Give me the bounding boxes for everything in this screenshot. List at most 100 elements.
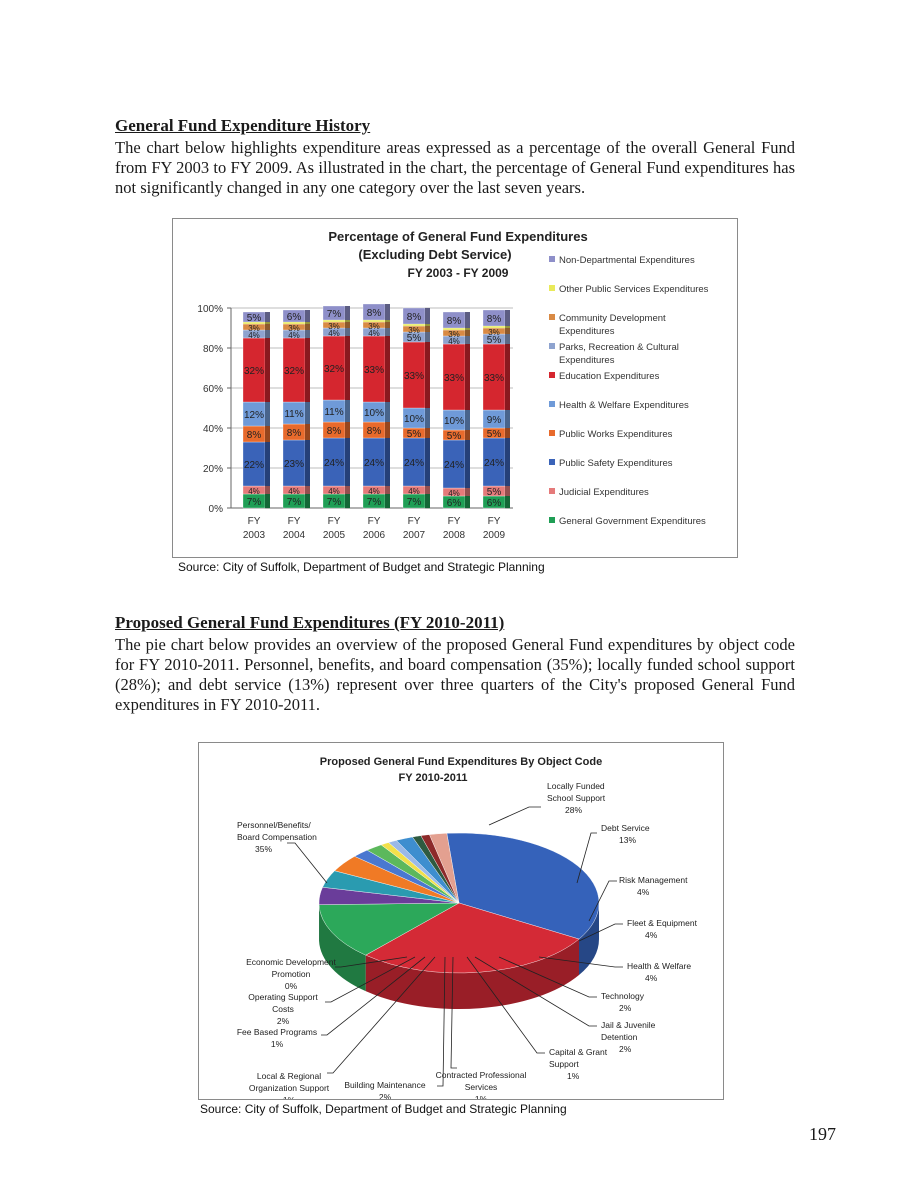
pie-slice-label: Board Compensation xyxy=(237,832,317,842)
pie-slice-label: Debt Service xyxy=(601,823,650,833)
bar-data-label: 33% xyxy=(404,371,424,382)
y-tick-label: 40% xyxy=(203,424,223,435)
bar-segment-side xyxy=(305,324,310,330)
bar-data-label: 32% xyxy=(244,366,264,377)
bar-segment xyxy=(442,327,466,331)
pie-slice-label: Operating Support xyxy=(248,992,318,1002)
legend-swatch xyxy=(549,488,555,494)
legend-swatch xyxy=(549,256,555,262)
bar-segment xyxy=(402,323,426,327)
bar-data-label: 7% xyxy=(367,497,382,508)
pie-slice-label: Costs xyxy=(272,1004,294,1014)
bar-segment-side xyxy=(265,322,270,324)
bar-segment-side xyxy=(465,496,470,508)
pie-leader-line xyxy=(474,956,597,1027)
pie-leader-line xyxy=(578,923,623,942)
bar-segment-side xyxy=(385,304,390,320)
bar-segment-side xyxy=(505,410,510,428)
pie-slice xyxy=(446,832,600,940)
bar-segment-side xyxy=(265,494,270,508)
bar-data-label: 4% xyxy=(448,337,460,346)
legend-label: Education Expenditures xyxy=(559,371,660,382)
bar-segment-side xyxy=(345,328,350,336)
bar-segment-side xyxy=(425,342,430,408)
bar-segment-side xyxy=(265,486,270,494)
bar-data-label: 7% xyxy=(247,497,262,508)
bar-segment-side xyxy=(425,438,430,486)
pie-leader-line xyxy=(588,880,617,922)
pie-chart-box: Proposed General Fund Expenditures By Ob… xyxy=(198,742,724,1105)
bar-data-label: 8% xyxy=(247,430,262,441)
pie-value-label: 2% xyxy=(619,1044,632,1054)
legend-swatch xyxy=(549,372,555,378)
bar-data-label: 7% xyxy=(287,497,302,508)
pie-slice-side xyxy=(319,904,366,992)
bar-data-label: 9% xyxy=(487,415,502,426)
bar-segment-side xyxy=(305,310,310,322)
bar-data-label: 32% xyxy=(284,366,304,377)
x-tick-label: 2006 xyxy=(363,530,386,541)
bar-data-label: 23% xyxy=(284,459,304,470)
bar-data-label: 4% xyxy=(248,331,260,340)
bar-data-label: 8% xyxy=(287,428,302,439)
bar-segment-side xyxy=(465,330,470,336)
legend-label: Other Public Services Expenditures xyxy=(559,284,709,295)
legend-label: General Government Expenditures xyxy=(559,516,706,527)
bar-data-label: 12% xyxy=(244,410,264,421)
pie-title: Proposed General Fund Expenditures By Ob… xyxy=(320,756,602,768)
pie-slice-label: School Support xyxy=(547,793,606,803)
bar-segment-side xyxy=(425,324,430,326)
pie-chart: Proposed General Fund Expenditures By Ob… xyxy=(237,756,698,1105)
legend-label: Public Safety Expenditures xyxy=(559,458,673,469)
bar-data-label: 4% xyxy=(408,487,420,496)
bar-data-label: 4% xyxy=(368,487,380,496)
legend-label: Expenditures xyxy=(559,326,615,337)
bar-data-label: 22% xyxy=(244,460,264,471)
bar-segment-side xyxy=(305,494,310,508)
bar-data-label: 3% xyxy=(328,322,340,331)
bar-data-label: 8% xyxy=(327,426,342,437)
bar-segment-side xyxy=(265,442,270,486)
pie-slice-label: Building Maintenance xyxy=(344,1080,426,1090)
pie-value-label: 2% xyxy=(379,1092,392,1099)
bar-data-label: 8% xyxy=(407,312,422,323)
legend-label: Public Works Expenditures xyxy=(559,429,673,440)
bar-data-label: 8% xyxy=(367,308,382,319)
pie-leader-line xyxy=(450,956,457,1069)
section-heading-proposed: Proposed General Fund Expenditures (FY 2… xyxy=(115,613,505,632)
pie-leader-line xyxy=(437,956,446,1087)
pie-value-label: 4% xyxy=(645,930,658,940)
bar-data-label: 24% xyxy=(324,458,344,469)
pie-leader-line xyxy=(488,806,541,826)
bar-segment-side xyxy=(385,402,390,422)
bar-segment-side xyxy=(265,312,270,322)
bar-data-label: 5% xyxy=(487,429,502,440)
pie-value-label: 28% xyxy=(565,805,582,815)
bar-data-label: 5% xyxy=(407,429,422,440)
bar-segment-side xyxy=(465,410,470,430)
y-tick-label: 100% xyxy=(197,304,223,315)
bar-segment xyxy=(362,319,386,323)
bar-segment-side xyxy=(345,322,350,328)
bar-data-label: 4% xyxy=(328,487,340,496)
bar-segment-side xyxy=(345,336,350,400)
section-heading-history: General Fund Expenditure History xyxy=(115,116,371,135)
pie-slice-label: Support xyxy=(549,1059,579,1069)
pie-value-label: 1% xyxy=(475,1094,488,1099)
pie-leader-line xyxy=(321,956,426,1036)
pie-leader-line xyxy=(576,832,597,884)
x-tick-label: FY xyxy=(448,516,461,527)
pie-slice-label: Locally Funded xyxy=(547,781,605,791)
stacked-bar-chart-box: Percentage of General Fund Expenditures (… xyxy=(172,218,738,558)
legend-swatch xyxy=(549,430,555,436)
pie-slice xyxy=(365,902,580,974)
legend-swatch xyxy=(549,314,555,320)
proposed-paragraph: The pie chart below provides an overview… xyxy=(115,635,795,714)
y-tick-label: 0% xyxy=(209,504,224,515)
bar-segment-side xyxy=(345,400,350,422)
bar-segment-side xyxy=(505,496,510,508)
x-tick-label: FY xyxy=(288,516,301,527)
pie-value-label: 0% xyxy=(285,981,298,991)
pie-slice-label: Local & Regional xyxy=(257,1071,321,1081)
bar-data-label: 10% xyxy=(404,414,424,425)
